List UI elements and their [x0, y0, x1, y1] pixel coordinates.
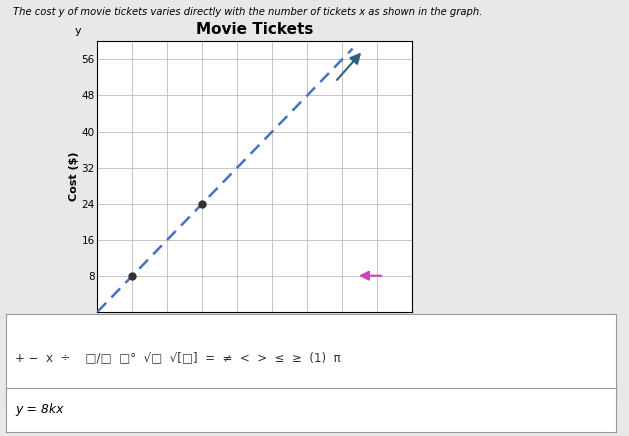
Text: y: y [75, 26, 82, 36]
Y-axis label: Cost ($): Cost ($) [69, 152, 79, 201]
Text: + −  x  ÷    □/□  □°  √□  √[□]  =  ≠  <  >  ≤  ≥  (1)  π: + − x ÷ □/□ □° √□ √[□] = ≠ < > ≤ ≥ (1) π [16, 351, 341, 364]
Text: y = 8kx: y = 8kx [16, 403, 64, 416]
Text: The cost y of movie tickets varies directly with the number of tickets x as show: The cost y of movie tickets varies direc… [13, 7, 482, 17]
Title: Movie Tickets: Movie Tickets [196, 23, 313, 37]
Text: Write a direct variation equation in the form y = kx to represent this relations: Write a direct variation equation in the… [13, 318, 477, 328]
X-axis label: Number of Movie Tickets: Number of Movie Tickets [172, 330, 337, 343]
Text: 0: 0 [77, 330, 83, 340]
Text: x: x [415, 323, 422, 333]
